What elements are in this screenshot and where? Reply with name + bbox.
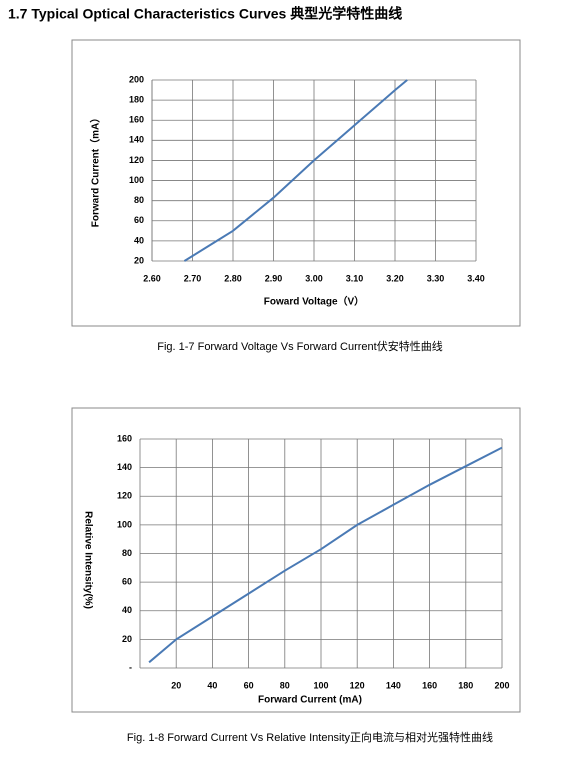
x-tick-label: 40 [207, 680, 217, 690]
y-tick-label: 60 [134, 215, 144, 225]
y-tick-label: 80 [122, 548, 132, 558]
y-tick-label: 60 [122, 577, 132, 587]
x-tick-label: 3.20 [386, 273, 404, 283]
x-tick-label: 200 [494, 680, 509, 690]
data-line [148, 446, 503, 664]
x-tick-label: 3.40 [467, 273, 485, 283]
data-line [183, 79, 408, 262]
x-tick-label: 2.80 [224, 273, 242, 283]
y-tick-label: 40 [134, 235, 144, 245]
x-tick-label: 120 [350, 680, 365, 690]
page-title: 1.7 Typical Optical Characteristics Curv… [8, 6, 402, 22]
y-tick-label: 140 [117, 462, 132, 472]
y-axis-label: Forward Current（mA） [89, 113, 102, 227]
x-tick-label: 2.60 [143, 273, 161, 283]
x-tick-label: 20 [171, 680, 181, 690]
y-tick-label: 140 [129, 135, 144, 145]
x-axis-label: Forward Current (mA) [258, 695, 362, 706]
caption: Fig. 1-8 Forward Current Vs Relative Int… [127, 730, 493, 744]
x-tick-label: 160 [422, 680, 437, 690]
y-tick-label: 80 [134, 195, 144, 205]
chart-frame [71, 407, 521, 713]
y-tick-label: 100 [129, 175, 144, 185]
y-tick-label: 120 [117, 491, 132, 501]
y-tick-label: 180 [129, 94, 144, 104]
x-tick-label: 3.30 [427, 273, 445, 283]
y-tick-label: 200 [129, 74, 144, 84]
x-tick-label: 180 [458, 680, 473, 690]
caption: Fig. 1-7 Forward Voltage Vs Forward Curr… [157, 339, 442, 353]
y-tick-label: 20 [134, 255, 144, 265]
chart-frame [71, 39, 521, 327]
y-tick-label: 160 [129, 115, 144, 125]
x-tick-label: 100 [313, 680, 328, 690]
x-tick-label: 2.70 [184, 273, 202, 283]
y-tick-label: 40 [122, 605, 132, 615]
x-tick-label: 140 [386, 680, 401, 690]
y-tick-label: 20 [122, 634, 132, 644]
x-tick-label: 3.00 [305, 273, 323, 283]
x-tick-label: 2.90 [265, 273, 283, 283]
x-tick-label: 3.10 [346, 273, 364, 283]
y-tick-label: - [129, 662, 132, 672]
y-axis-label: Relative Intensity(%) [82, 511, 93, 609]
x-tick-label: 80 [280, 680, 290, 690]
y-tick-label: 120 [129, 155, 144, 165]
y-tick-label: 160 [117, 433, 132, 443]
x-axis-label: Foward Voltage（V） [264, 295, 364, 308]
y-tick-label: 100 [117, 519, 132, 529]
x-tick-label: 60 [244, 680, 254, 690]
